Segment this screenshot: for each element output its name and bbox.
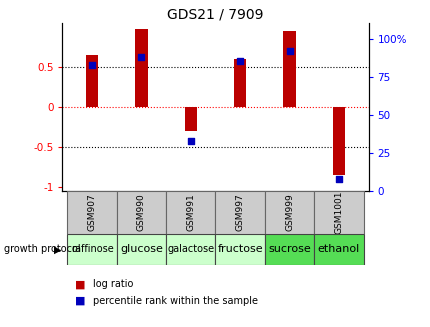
Bar	[264, 234, 313, 265]
Bar	[184, 107, 197, 131]
Bar	[215, 191, 264, 234]
Text: GSM999: GSM999	[284, 194, 293, 232]
Point	[89, 62, 95, 67]
Text: ▶: ▶	[54, 244, 61, 254]
Bar	[313, 191, 363, 234]
Bar	[67, 191, 117, 234]
Text: GSM997: GSM997	[235, 194, 244, 232]
Text: galactose: galactose	[167, 244, 214, 254]
Bar	[67, 234, 117, 265]
Point	[335, 177, 341, 182]
Text: growth protocol: growth protocol	[4, 244, 81, 254]
Text: GSM990: GSM990	[137, 194, 146, 232]
Bar	[166, 234, 215, 265]
Point	[187, 138, 194, 144]
Text: ■: ■	[75, 296, 86, 306]
Bar	[332, 107, 344, 175]
Text: fructose: fructose	[217, 244, 262, 254]
Bar	[233, 59, 246, 107]
Bar	[117, 234, 166, 265]
Point	[236, 59, 243, 64]
Point	[138, 54, 144, 60]
Text: sucrose: sucrose	[267, 244, 310, 254]
Bar	[264, 191, 313, 234]
Bar	[215, 234, 264, 265]
Text: log ratio: log ratio	[92, 280, 133, 289]
Text: GSM907: GSM907	[87, 194, 96, 232]
Bar	[86, 55, 98, 107]
Text: raffinose: raffinose	[71, 244, 113, 254]
Text: ■: ■	[75, 280, 86, 289]
Text: percentile rank within the sample: percentile rank within the sample	[92, 296, 257, 306]
Bar	[283, 31, 295, 107]
Bar	[135, 28, 147, 107]
Title: GDS21 / 7909: GDS21 / 7909	[167, 8, 263, 22]
Bar	[166, 191, 215, 234]
Point	[286, 48, 292, 53]
Bar	[313, 234, 363, 265]
Text: ethanol: ethanol	[317, 244, 359, 254]
Text: GSM1001: GSM1001	[334, 191, 343, 234]
Text: GSM991: GSM991	[186, 194, 195, 232]
Text: glucose: glucose	[120, 244, 163, 254]
Bar	[117, 191, 166, 234]
